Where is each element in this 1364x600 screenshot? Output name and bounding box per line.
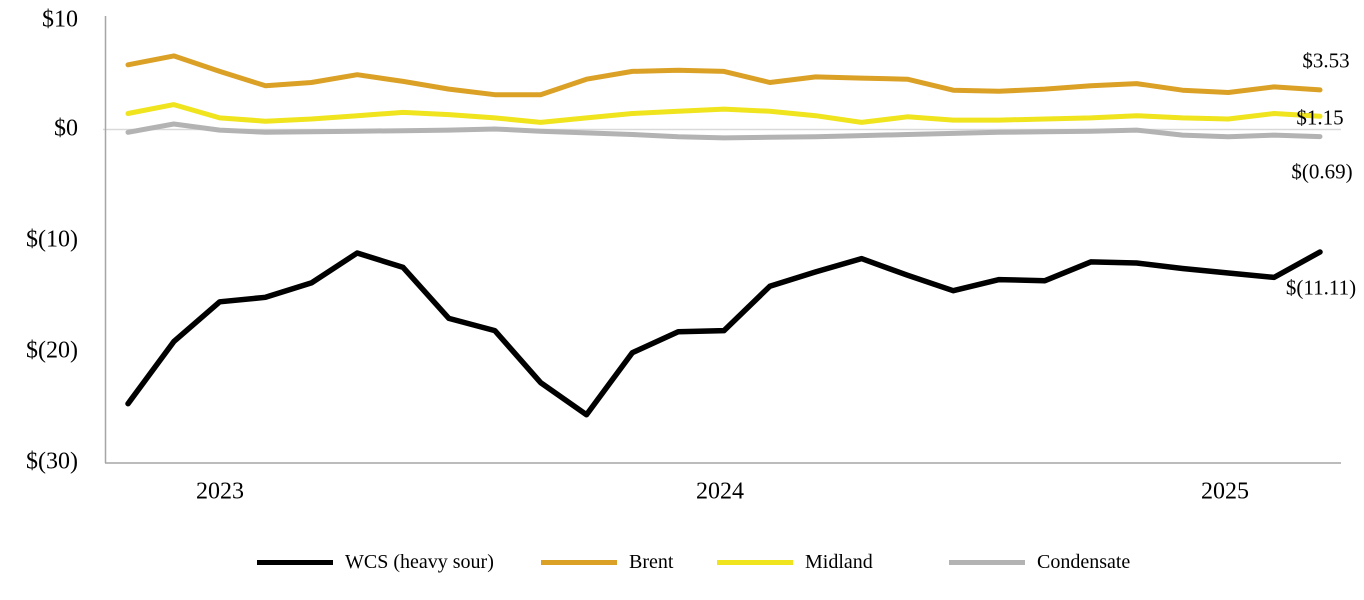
- legend-item-midland: Midland: [717, 552, 873, 572]
- end-label-brent: $3.53: [1302, 48, 1350, 73]
- series-line-condensate: [125, 121, 1323, 141]
- legend-label-condensate: Condensate: [1037, 551, 1131, 573]
- legend-item-brent: Brent: [541, 552, 673, 572]
- x-tick-label-2023: 2023: [196, 478, 244, 505]
- end-label-midland: $1.15: [1296, 105, 1344, 130]
- legend-label-brent: Brent: [629, 551, 674, 573]
- y-tick-label-neg10: $(10): [26, 226, 78, 253]
- legend-swatch-wcs: [257, 559, 333, 565]
- legend-swatch-midland: [717, 559, 793, 565]
- legend-swatch-condensate: [949, 559, 1025, 565]
- legend-label-midland: Midland: [805, 551, 873, 573]
- end-label-wcs: $(11.11): [1285, 275, 1357, 300]
- series-lines: [125, 53, 1323, 418]
- legend-item-condensate: Condensate: [949, 552, 1130, 572]
- legend-swatch-brent: [541, 559, 617, 565]
- legend-label-wcs: WCS (heavy sour): [345, 551, 494, 573]
- end-label-condensate: $(0.69): [1291, 159, 1353, 184]
- series-line-wcs: [125, 249, 1323, 418]
- y-tick-label-0: $0: [54, 115, 78, 142]
- y-tick-label-neg30: $(30): [26, 448, 78, 475]
- y-tick-label-neg20: $(20): [26, 337, 78, 364]
- legend-item-wcs: WCS (heavy sour): [257, 552, 494, 572]
- x-tick-label-2025: 2025: [1201, 478, 1249, 505]
- y-tick-label-10: $10: [42, 6, 78, 33]
- series-line-brent: [125, 53, 1323, 98]
- x-tick-label-2024: 2024: [696, 478, 744, 505]
- series-line-midland: [125, 102, 1323, 125]
